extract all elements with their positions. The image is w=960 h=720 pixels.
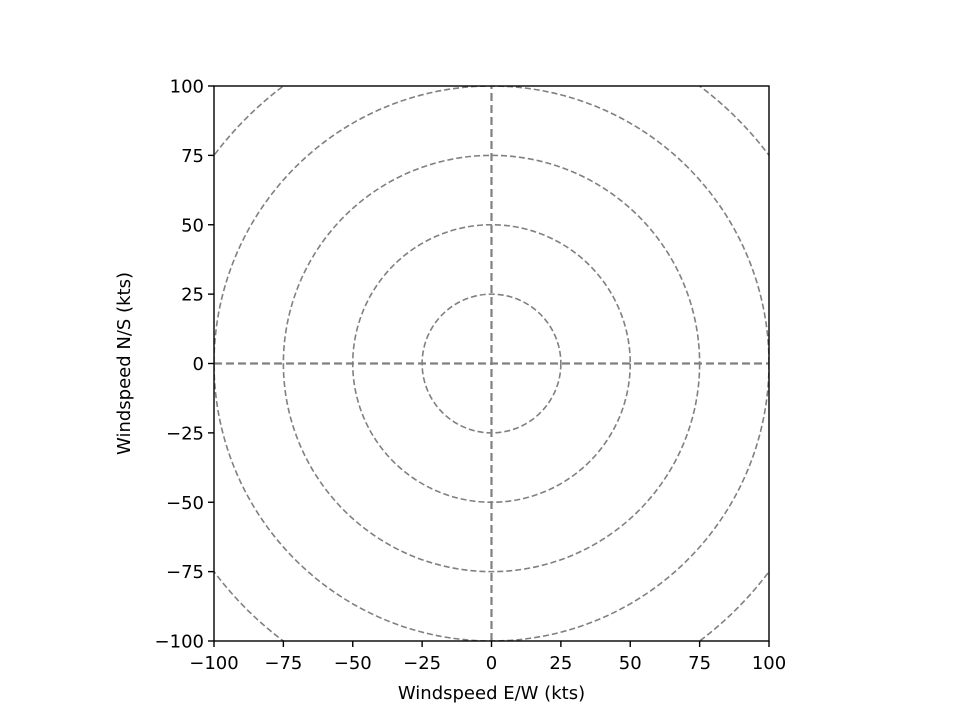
y-tick-label: −75 <box>166 562 204 583</box>
x-tick-label: 50 <box>619 653 642 674</box>
y-tick-label: 0 <box>193 354 204 375</box>
y-tick-label: −50 <box>166 493 204 514</box>
y-tick-label: 100 <box>170 77 204 98</box>
y-axis-ticks: −100 −75 −50 −25 0 25 50 75 100 <box>155 77 214 653</box>
x-tick-label: −50 <box>334 653 372 674</box>
y-tick-label: 75 <box>181 146 204 167</box>
x-tick-label: 75 <box>688 653 711 674</box>
y-tick-label: −25 <box>166 423 204 444</box>
x-tick-label: 25 <box>549 653 572 674</box>
y-tick-label: 25 <box>181 285 204 306</box>
x-tick-label: −100 <box>189 653 238 674</box>
y-tick-label: 50 <box>181 215 204 236</box>
x-tick-label: 0 <box>486 653 497 674</box>
x-axis-label: Windspeed E/W (kts) <box>398 683 585 704</box>
x-tick-label: 100 <box>752 653 786 674</box>
x-tick-label: −25 <box>403 653 441 674</box>
x-tick-label: −75 <box>264 653 302 674</box>
y-axis-label: Windspeed N/S (kts) <box>114 272 135 455</box>
x-axis-ticks: −100 −75 −50 −25 0 25 50 75 100 <box>189 641 786 674</box>
crosshair-lines <box>214 86 769 641</box>
y-tick-label: −100 <box>155 632 204 653</box>
